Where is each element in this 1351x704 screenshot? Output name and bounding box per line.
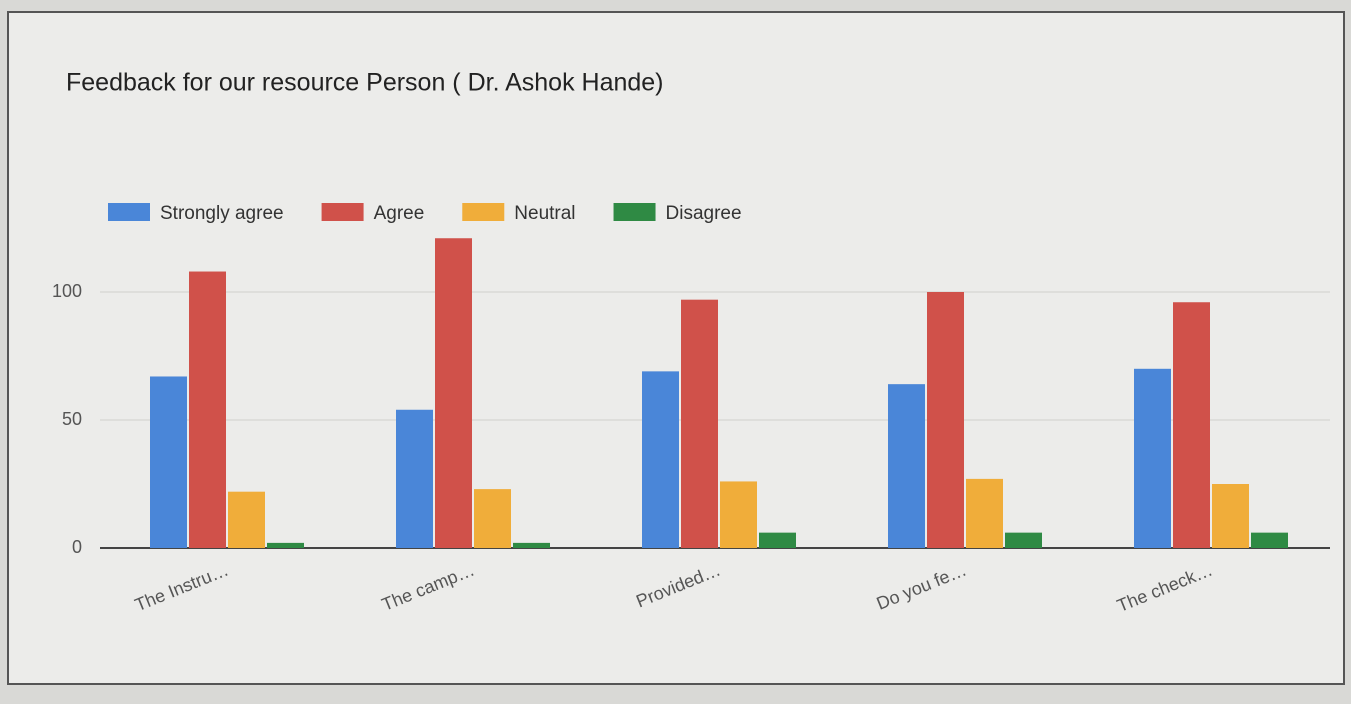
bar bbox=[927, 292, 964, 548]
bar bbox=[1251, 532, 1288, 548]
bar bbox=[513, 542, 550, 548]
legend-label: Neutral bbox=[514, 203, 575, 224]
bar bbox=[474, 489, 511, 548]
bar bbox=[228, 491, 265, 548]
bar bbox=[1005, 532, 1042, 548]
y-tick-label: 100 bbox=[52, 281, 82, 301]
y-tick-label: 50 bbox=[62, 409, 82, 429]
bar bbox=[267, 542, 304, 548]
bar bbox=[1212, 484, 1249, 548]
bar bbox=[435, 238, 472, 549]
legend-label: Agree bbox=[374, 203, 425, 224]
legend-swatch bbox=[321, 203, 364, 221]
bar bbox=[150, 376, 187, 548]
bar bbox=[888, 384, 925, 548]
legend-swatch bbox=[462, 203, 505, 221]
bar bbox=[966, 478, 1003, 548]
legend-label: Disagree bbox=[666, 203, 742, 224]
bar bbox=[1134, 368, 1171, 548]
bar bbox=[1173, 302, 1210, 548]
bar bbox=[759, 532, 796, 548]
legend-swatch bbox=[613, 203, 656, 221]
bar bbox=[189, 271, 226, 548]
legend-swatch bbox=[108, 203, 150, 221]
chart-card bbox=[7, 11, 1345, 685]
bar bbox=[396, 409, 433, 548]
bar bbox=[720, 481, 757, 548]
chart-title: Feedback for our resource Person ( Dr. A… bbox=[66, 69, 664, 97]
y-tick-label: 0 bbox=[72, 537, 82, 557]
bar bbox=[642, 371, 679, 548]
legend-label: Strongly agree bbox=[160, 203, 284, 224]
bar bbox=[681, 299, 718, 548]
